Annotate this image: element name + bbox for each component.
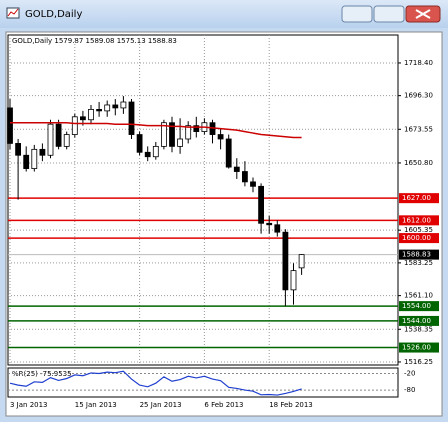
level-label-box [399, 193, 439, 204]
main-plot [7, 34, 399, 366]
candle-body [104, 104, 111, 112]
candle-body [88, 109, 94, 121]
moving-average [10, 121, 302, 139]
y-tick-label: 1538.35 [404, 325, 433, 333]
x-tick-label: 18 Feb 2013 [269, 401, 313, 409]
y-tick-label: 1561.10 [404, 292, 433, 300]
candle-body [217, 134, 224, 140]
y-tick-label: 1696.30 [404, 92, 433, 100]
candle-body [282, 231, 289, 291]
indicator-line [9, 370, 302, 396]
candle-body [63, 134, 70, 147]
candle-body [39, 148, 46, 156]
candle-body [250, 181, 256, 187]
candle-body [31, 148, 38, 169]
y-tick-label: -20 [404, 370, 415, 378]
candle-body [274, 224, 281, 233]
candle-body [47, 123, 54, 156]
candle-body [160, 122, 167, 147]
minimize-button[interactable] [341, 5, 373, 23]
candle-body [128, 101, 135, 135]
level-label-box [399, 301, 439, 312]
candle-body [80, 116, 86, 121]
candle-body [23, 154, 30, 169]
window-title: GOLD,Daily [25, 9, 82, 20]
candle-body [7, 107, 13, 144]
candle-body [177, 138, 184, 147]
price-label-box [399, 249, 439, 260]
candle-body [241, 171, 248, 183]
y-tick-label: 1718.40 [404, 59, 433, 67]
candle-body [185, 125, 192, 140]
x-tick-label: 15 Jan 2013 [75, 401, 117, 409]
title-bar [0, 0, 448, 28]
candle-body [266, 222, 273, 226]
candle-body [144, 151, 151, 158]
candle-body [55, 123, 62, 147]
close-icon [415, 9, 431, 19]
level-label-box [399, 342, 439, 353]
y-tick-label: 1673.55 [404, 125, 433, 133]
y-tick-label: -80 [404, 386, 415, 394]
candle-body [112, 104, 119, 109]
candle-body [120, 101, 127, 109]
maximize-button[interactable] [373, 5, 405, 23]
level-label-box [399, 315, 439, 326]
candle-body [71, 116, 78, 135]
level-label: 1526.00 [402, 344, 431, 352]
x-tick-label: 3 Jan 2013 [10, 401, 48, 409]
candle-body [298, 254, 305, 269]
candle-body [290, 270, 297, 291]
candle-body [152, 145, 159, 158]
x-tick-label: 6 Feb 2013 [204, 401, 243, 409]
candle-body [233, 166, 240, 172]
candle-body [136, 134, 143, 153]
y-tick-label: 1605.35 [404, 226, 433, 234]
level-label: 1612.00 [402, 216, 431, 224]
candle-body [15, 143, 22, 156]
y-tick-label: 1516.25 [404, 358, 433, 366]
window-icon [7, 8, 19, 17]
level-label: 1627.00 [402, 194, 431, 202]
candle-body [169, 122, 175, 147]
chart-header: GOLD,Daily 1579.87 1589.08 1575.13 1588.… [12, 37, 177, 45]
candle-body [193, 125, 200, 132]
candle-body [96, 109, 102, 112]
candle-body [258, 185, 265, 224]
x-tick-label: 25 Jan 2013 [140, 401, 182, 409]
price-label: 1588.83 [402, 251, 431, 259]
level-label: 1600.00 [402, 234, 431, 242]
candle-body [225, 138, 232, 168]
y-tick-label: 1583.25 [404, 259, 433, 267]
y-tick-label: 1650.80 [404, 159, 433, 167]
indicator-plot [7, 367, 399, 398]
level-label-box [399, 215, 439, 226]
level-label-box [399, 233, 439, 244]
level-label: 1544.00 [402, 317, 431, 325]
level-label: 1554.00 [402, 302, 431, 310]
